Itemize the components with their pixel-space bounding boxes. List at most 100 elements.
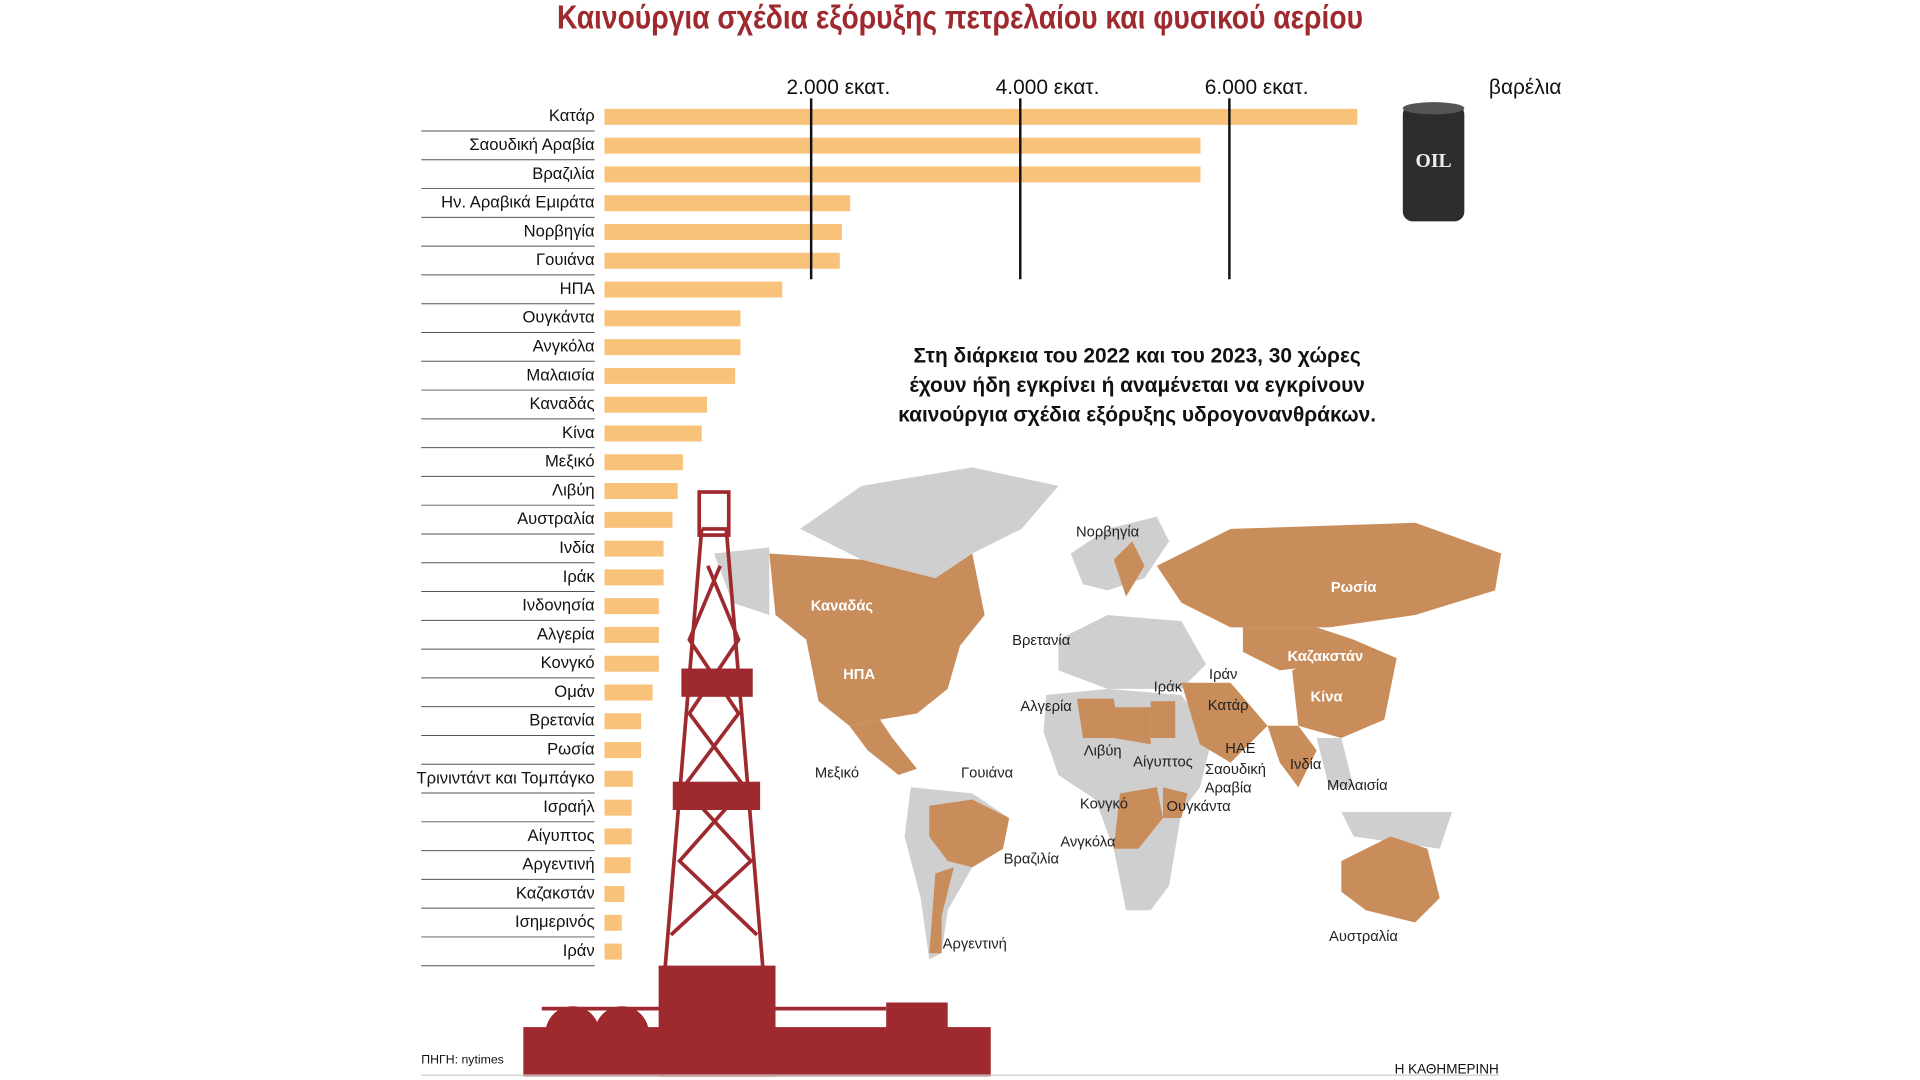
y-tick-label: Αργεντινή	[522, 855, 594, 874]
bar	[604, 166, 1201, 183]
unit-label: βαρέλια	[1489, 76, 1562, 99]
map-label: Αργεντινή	[943, 937, 1007, 953]
map-label: Ρωσία	[1331, 580, 1377, 596]
y-tick-label: Ινδονησία	[522, 596, 595, 615]
bar	[604, 223, 842, 240]
map-label: Νορβηγία	[1076, 525, 1140, 541]
bar	[604, 828, 632, 845]
y-tick-label: Ρωσία	[547, 739, 595, 758]
y-tick-label: Ιράν	[563, 941, 595, 960]
oil-derrick	[541, 490, 887, 1011]
map-label: Ιράν	[1209, 667, 1237, 683]
map-label: Καναδάς	[811, 598, 874, 614]
map-label: Καζακστάν	[1287, 649, 1363, 665]
annotation-line: Στη διάρκεια του 2022 και του 2023, 30 χ…	[913, 344, 1360, 367]
bar	[604, 281, 783, 298]
bar	[604, 914, 622, 931]
oil-barrel: OIL	[1402, 102, 1465, 222]
bar	[604, 108, 1358, 125]
annotation-line: έχουν ήδη εγκρίνει ή αναμένεται να εγκρί…	[909, 374, 1365, 397]
map-label: Κίνα	[1311, 689, 1343, 705]
y-tick-label: Ισημερινός	[515, 912, 595, 931]
y-tick-label: Ομάν	[554, 682, 594, 701]
map-label: Ουγκάντα	[1167, 799, 1232, 815]
y-tick-label: Κονγκό	[541, 653, 595, 672]
bar	[604, 742, 642, 759]
chart-title: Καινούργια σχέδια εξόρυξης πετρελαίου κα…	[557, 0, 1363, 36]
map-label: Λιβύη	[1084, 743, 1122, 759]
map-label: Μαλαισία	[1327, 778, 1388, 794]
y-tick-label: Γουιάνα	[536, 250, 595, 269]
y-tick-label: ΗΠΑ	[560, 279, 596, 298]
bar	[604, 252, 840, 269]
y-tick-label: Κίνα	[562, 423, 595, 442]
publisher: Η ΚΑΘΗΜΕΡΙΝΗ	[1395, 1062, 1499, 1077]
y-tick-label: Λιβύη	[552, 480, 595, 499]
map-label: Μεξικό	[815, 766, 859, 782]
bar	[604, 655, 659, 672]
y-tick-label: Ιράκ	[563, 567, 596, 586]
bar	[604, 511, 673, 528]
map-label: Κατάρ	[1208, 698, 1249, 714]
y-tick-label: Νορβηγία	[524, 221, 595, 240]
y-tick-label: Ην. Αραβικά Εμιράτα	[441, 193, 595, 212]
bar	[604, 396, 707, 413]
y-tick-label: Ισραήλ	[543, 797, 595, 816]
bar	[604, 483, 678, 500]
bar	[604, 425, 702, 442]
x-tick-label: 2.000 εκατ.	[787, 76, 891, 99]
map-label: Ιράκ	[1154, 680, 1183, 696]
source: ΠΗΓΗ: nytimes	[421, 1053, 504, 1067]
map-label: Ανγκόλα	[1060, 835, 1116, 851]
x-tick-label: 4.000 εκατ.	[996, 76, 1100, 99]
y-tick-label: Ινδία	[559, 538, 595, 557]
map-label: ΗΑΕ	[1225, 741, 1255, 757]
map-label: Βραζιλία	[1004, 852, 1060, 868]
bar	[604, 310, 741, 327]
bar	[604, 195, 851, 212]
bar	[604, 598, 659, 615]
bar	[604, 569, 664, 586]
bar	[604, 684, 653, 701]
y-tick-label: Τρινιντάντ και Τομπάγκο	[417, 768, 595, 787]
y-tick-label: Αυστραλία	[517, 509, 595, 528]
bar	[604, 339, 741, 356]
y-tick-label: Αλγερία	[537, 624, 595, 643]
y-tick-label: Βρετανία	[529, 711, 595, 730]
bar	[604, 367, 736, 384]
bar	[604, 626, 659, 643]
derrick-base	[523, 965, 991, 1077]
y-tick-label: Μαλαισία	[526, 365, 595, 384]
map-label: Γουιάνα	[961, 766, 1014, 782]
bar	[604, 137, 1201, 154]
y-tick-label: Κατάρ	[549, 106, 595, 125]
bar	[604, 454, 683, 471]
map-label: Αραβία	[1205, 780, 1253, 796]
world-map	[713, 467, 1502, 960]
annotation-line: καινούργια σχέδια εξόρυξης υδρογονανθράκ…	[898, 403, 1376, 426]
y-tick-label: Σαουδική Αραβία	[469, 135, 595, 154]
x-tick-label: 6.000 εκατ.	[1205, 76, 1309, 99]
map-label: Κονγκό	[1080, 796, 1128, 812]
y-tick-label: Βραζιλία	[532, 164, 595, 183]
y-tick-label: Ουγκάντα	[522, 308, 595, 327]
map-label: Βρετανία	[1012, 633, 1071, 649]
barrel-label: OIL	[1416, 150, 1452, 172]
map-label: ΗΠΑ	[843, 667, 875, 683]
bar	[604, 943, 622, 960]
bar	[604, 770, 633, 787]
y-tick-label: Αίγυπτος	[528, 826, 595, 845]
bar	[604, 857, 631, 874]
bar	[604, 886, 625, 903]
map-label: Ινδία	[1290, 757, 1322, 773]
y-tick-label: Μεξικό	[545, 452, 595, 471]
map-label: Αλγερία	[1020, 699, 1072, 715]
y-tick-label: Καζακστάν	[516, 883, 595, 902]
bar	[604, 799, 632, 816]
map-label: Αυστραλία	[1329, 929, 1398, 945]
map-label: Αίγυπτος	[1133, 755, 1193, 771]
y-tick-label: Ανγκόλα	[533, 337, 595, 356]
bar	[604, 540, 664, 557]
y-tick-label: Καναδάς	[529, 394, 594, 413]
